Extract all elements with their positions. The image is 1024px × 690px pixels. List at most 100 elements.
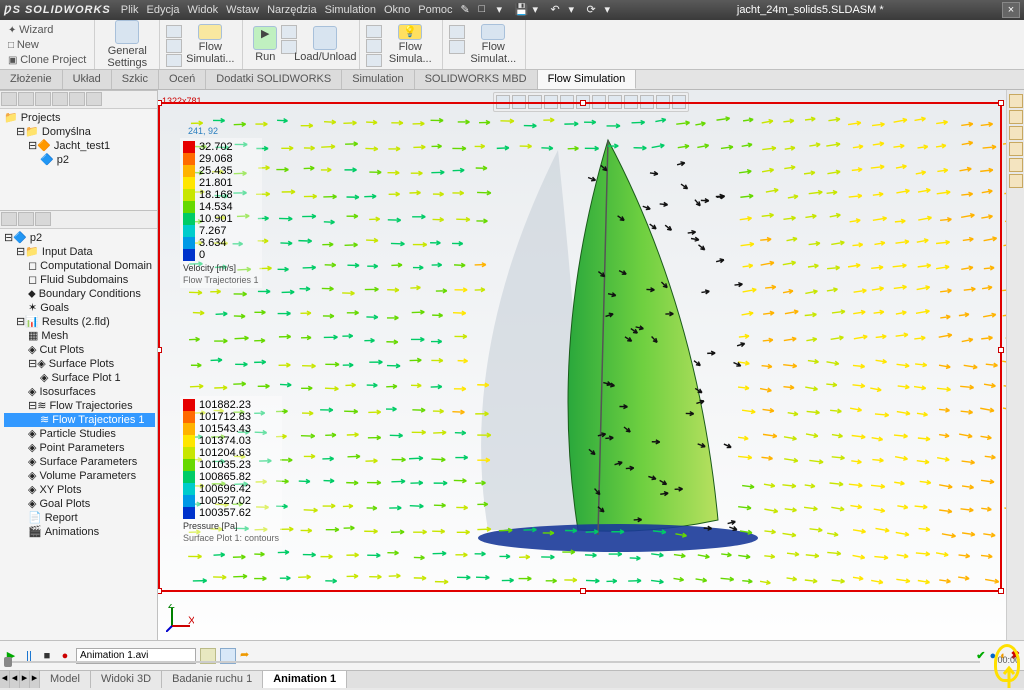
task-pane-icon[interactable] (1009, 174, 1023, 188)
tab-ocen[interactable]: Oceń (159, 70, 206, 89)
tree-node[interactable]: ⊟📁 Domyślna (4, 125, 155, 139)
resize-handle[interactable] (998, 588, 1004, 594)
tree-node[interactable]: ⊟≋ Flow Trajectories (4, 399, 155, 413)
resize-handle[interactable] (998, 100, 1004, 106)
quick-access-toolbar[interactable]: ✎ □ ▾ 💾 ▾ ↶ ▾ ⟳ ▾ (461, 3, 619, 17)
resize-handle[interactable] (158, 100, 162, 106)
tree-node[interactable]: ◻ Fluid Subdomains (4, 273, 155, 287)
tab-badanie-ruchu[interactable]: Badanie ruchu 1 (162, 671, 263, 688)
timeline-slider[interactable]: 00:00 (4, 656, 1020, 668)
qat-undo-icon[interactable]: ↶ (551, 3, 565, 17)
tree-node[interactable]: ◈ Goal Plots (4, 497, 155, 511)
tab-flow-simulation[interactable]: Flow Simulation (538, 70, 637, 89)
tab-szkic[interactable]: Szkic (112, 70, 159, 89)
qat-redo-icon[interactable]: ▾ (569, 3, 583, 17)
ribbon-small-icon[interactable] (166, 39, 182, 52)
tree-node[interactable]: 🔷 p2 (4, 153, 155, 167)
tree-node[interactable]: ▦ Mesh (4, 329, 155, 343)
tab-simulation[interactable]: Simulation (342, 70, 414, 89)
tab-model[interactable]: Model (40, 671, 91, 688)
resize-handle[interactable] (998, 347, 1004, 353)
ribbon-small-icon[interactable] (366, 39, 382, 52)
task-pane-icon[interactable] (1009, 94, 1023, 108)
resize-handle[interactable] (158, 347, 162, 353)
fm-tab-icon[interactable] (35, 92, 51, 106)
tab-dodatki[interactable]: Dodatki SOLIDWORKS (206, 70, 342, 89)
ribbon-small-icon[interactable] (366, 25, 382, 38)
menu-tools[interactable]: Narzędzia (267, 4, 317, 16)
flow-sim-button-2[interactable]: 💡Flow Simula... (384, 22, 436, 67)
menu-simulation[interactable]: Simulation (325, 4, 376, 16)
menu-file[interactable]: Plik (121, 4, 139, 16)
tree-results[interactable]: ⊟📊 Results (2.fld) (4, 315, 155, 329)
close-window-icon[interactable]: × (1002, 2, 1020, 18)
panel-tab-icon[interactable] (1, 212, 17, 226)
ribbon-small-icon[interactable] (366, 54, 382, 67)
task-pane-icon[interactable] (1009, 142, 1023, 156)
flow-sim-button[interactable]: Flow Simulati... (184, 22, 236, 67)
tree-input-data[interactable]: ⊟📁 Input Data (4, 245, 155, 259)
run-button[interactable]: ▶Run (249, 22, 281, 67)
menu-edit[interactable]: Edycja (146, 4, 179, 16)
load-unload-button[interactable]: Load/Unload (297, 22, 353, 67)
qat-icon[interactable]: ✎ (461, 3, 475, 17)
tree-node[interactable]: ◈ Cut Plots (4, 343, 155, 357)
task-pane-icon[interactable] (1009, 126, 1023, 140)
menu-help[interactable]: Pomoc (418, 4, 452, 16)
fm-tab-icon[interactable] (86, 92, 102, 106)
qat-save-icon[interactable]: 💾 (515, 3, 529, 17)
resize-handle[interactable] (580, 100, 586, 106)
fm-tab-icon[interactable] (69, 92, 85, 106)
menu-insert[interactable]: Wstaw (226, 4, 259, 16)
qat-options-icon[interactable]: ▾ (605, 3, 619, 17)
resize-handle[interactable] (158, 588, 162, 594)
panel-tab-icon[interactable] (18, 212, 34, 226)
general-settings-button[interactable]: General Settings (101, 18, 153, 71)
tree-node[interactable]: ◈ Volume Parameters (4, 469, 155, 483)
results-tree[interactable]: ⊟🔷 p2 ⊟📁 Input Data ◻ Computational Doma… (0, 229, 157, 541)
wizard-button[interactable]: ✦ Wizard (6, 23, 88, 37)
tree-root-projects[interactable]: 📁 Projects (4, 111, 155, 125)
orientation-triad-icon[interactable]: ZX (166, 604, 194, 632)
main-menu[interactable]: Plik Edycja Widok Wstaw Narzędzia Simula… (121, 4, 453, 16)
tree-node[interactable]: ⊟🔶 Jacht_test1 (4, 139, 155, 153)
task-pane-icon[interactable] (1009, 110, 1023, 124)
fm-tab-icon[interactable] (52, 92, 68, 106)
tab-animation1[interactable]: Animation 1 (263, 671, 347, 688)
tree-node[interactable]: ◈ Point Parameters (4, 441, 155, 455)
results-panel-tabs[interactable] (0, 211, 157, 229)
task-pane-tabs[interactable] (1006, 90, 1024, 640)
tree-node[interactable]: ◻ Computational Domain (4, 259, 155, 273)
tree-node-selected[interactable]: ≋ Flow Trajectories 1 (4, 413, 155, 427)
clone-project-button[interactable]: ▣ Clone Project (6, 53, 88, 67)
tree-node[interactable]: ⊟◈ Surface Plots (4, 357, 155, 371)
tab-zlozenie[interactable]: Złożenie (0, 70, 63, 89)
feature-manager-tabs[interactable] (0, 91, 157, 109)
ribbon-small-icon[interactable] (449, 25, 465, 39)
tree-node[interactable]: 🎬 Animations (4, 525, 155, 539)
resize-handle[interactable] (580, 588, 586, 594)
ribbon-small-icon[interactable] (166, 54, 182, 67)
menu-window[interactable]: Okno (384, 4, 410, 16)
fm-tab-icon[interactable] (1, 92, 17, 106)
tree-node[interactable]: ◈ XY Plots (4, 483, 155, 497)
task-pane-icon[interactable] (1009, 158, 1023, 172)
tab-mbd[interactable]: SOLIDWORKS MBD (415, 70, 538, 89)
projects-tree[interactable]: 📁 Projects ⊟📁 Domyślna ⊟🔶 Jacht_test1 🔷 … (0, 109, 157, 169)
tree-root-p2[interactable]: ⊟🔷 p2 (4, 231, 155, 245)
new-button[interactable]: □ New (6, 38, 88, 52)
tree-node[interactable]: ⬥ Boundary Conditions (4, 287, 155, 301)
tab-widoki3d[interactable]: Widoki 3D (91, 671, 162, 688)
tree-node[interactable]: ◈ Surface Plot 1 (4, 371, 155, 385)
tree-node[interactable]: ◈ Particle Studies (4, 427, 155, 441)
tab-nav[interactable]: ◂◂▸▸ (0, 671, 40, 688)
flow-sim-button-3[interactable]: Flow Simulat... (467, 22, 519, 67)
qat-new-icon[interactable]: □ (479, 3, 493, 17)
motion-study-tabs[interactable]: ◂◂▸▸ Model Widoki 3D Badanie ruchu 1 Ani… (0, 670, 1024, 688)
tree-node[interactable]: 📄 Report (4, 511, 155, 525)
qat-rebuild-icon[interactable]: ⟳ (587, 3, 601, 17)
tree-node[interactable]: ✶ Goals (4, 301, 155, 315)
qat-open-icon[interactable]: ▾ (497, 3, 511, 17)
tree-node[interactable]: ◈ Surface Parameters (4, 455, 155, 469)
fm-tab-icon[interactable] (18, 92, 34, 106)
